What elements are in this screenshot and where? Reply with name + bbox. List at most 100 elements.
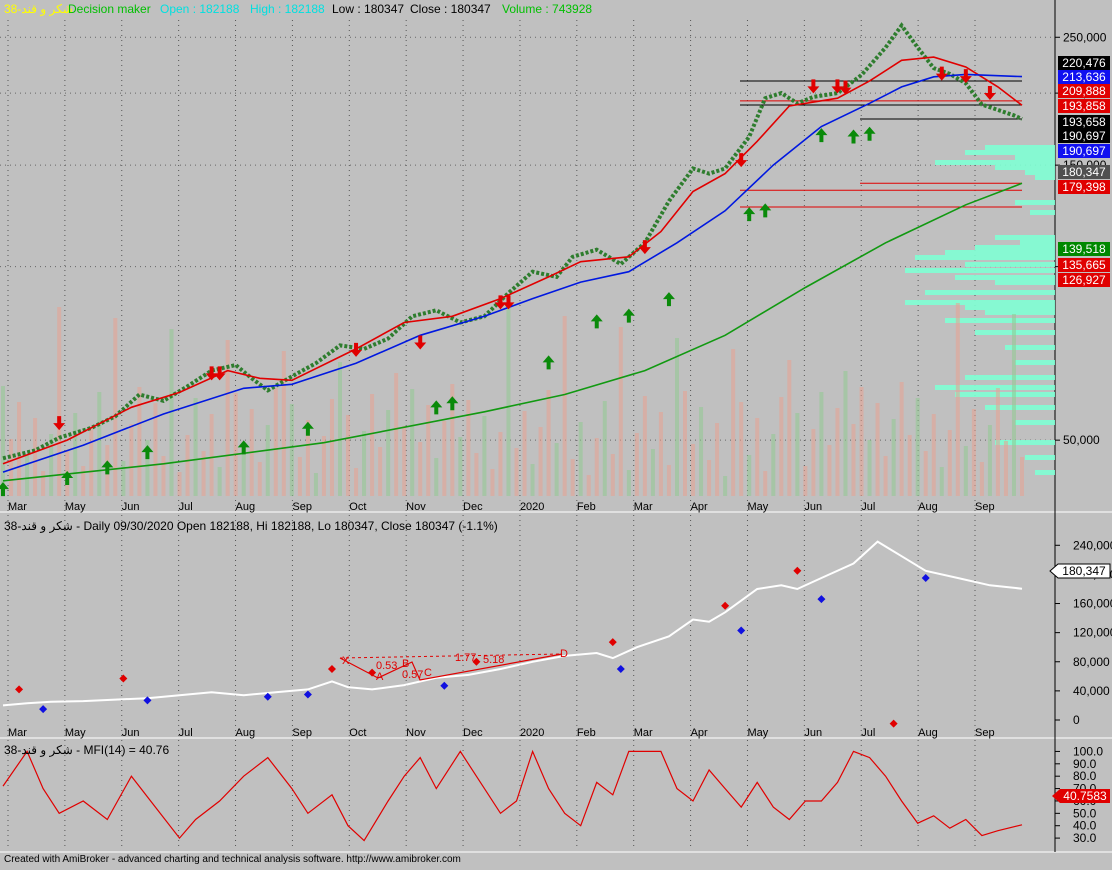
volume-bar [602, 401, 607, 496]
sell-signal-arrow [53, 416, 66, 431]
pivot-high-point [721, 601, 730, 610]
month-label: Mar [8, 727, 27, 739]
volume-bar [803, 466, 808, 496]
price-tag [1058, 56, 1110, 70]
volume-bar [177, 472, 182, 496]
volume-profile-bar [1015, 420, 1055, 425]
month-label: Mar [8, 501, 27, 513]
buy-signal-arrow [863, 126, 876, 141]
pivot-low-point [921, 574, 930, 583]
volume-bar [418, 442, 423, 496]
volume-profile-bar [1020, 240, 1055, 245]
series-line-ma-fast [2, 56, 1023, 465]
volume-profile-bar [985, 405, 1055, 410]
volume-profile-bar [905, 300, 1055, 305]
volume-profile-bar [995, 280, 1055, 285]
volume-bar [137, 387, 142, 496]
volume-bar [33, 418, 38, 496]
volume-bar [795, 413, 800, 496]
month-label: Apr [691, 727, 708, 739]
month-label: Feb [577, 501, 596, 513]
pivot-high-point [472, 657, 481, 666]
volume-bar [715, 423, 720, 496]
volume-bar [337, 362, 342, 496]
volume-bar [209, 414, 214, 496]
pivot-high-point [327, 665, 336, 674]
volume-profile-bar [925, 290, 1055, 295]
volume-profile-bar [935, 160, 1055, 165]
volume-bar [442, 421, 447, 496]
mfi-pane-title: شکر و قند-38 - MFI(14) = 40.76 [4, 743, 169, 757]
sell-signal-arrow [935, 66, 948, 81]
month-label: Jun [122, 501, 140, 513]
volume-profile-bar [965, 375, 1055, 380]
volume-bar [410, 389, 415, 496]
sell-signal-arrow [638, 240, 651, 255]
volume-profile-bar [1015, 155, 1055, 160]
volume-bar [354, 468, 359, 496]
volume-bar [859, 387, 864, 496]
volume-bar [971, 409, 976, 496]
volume-bar [554, 443, 559, 496]
volume-bar [771, 434, 776, 496]
sell-signal-arrow [494, 295, 507, 310]
volume-bar [522, 411, 527, 496]
close-label: Close : 180347 [410, 2, 491, 16]
pivot-low-point [303, 690, 312, 699]
volume-bar [707, 460, 712, 496]
y-tick-label: 250,000 [1063, 30, 1107, 44]
volume-bar [626, 470, 631, 496]
pivot-low-point [39, 705, 48, 714]
sell-signal-arrow [831, 79, 844, 94]
volume-bar [217, 467, 222, 496]
buy-signal-arrow [743, 207, 756, 222]
volume-bar [867, 440, 872, 496]
volume-bar [89, 429, 94, 496]
month-label: Aug [918, 501, 938, 513]
harmonic-label: X [342, 655, 350, 667]
volume-profile-bar [965, 262, 1055, 267]
volume-bar [41, 471, 46, 496]
price-tag-label: 190,697 [1062, 144, 1106, 158]
volume-bar [546, 390, 551, 496]
mfi-last-tag [1052, 789, 1110, 803]
price-tag [1058, 180, 1110, 194]
buy-signal-arrow [61, 471, 74, 486]
price-tag-label: 180,347 [1062, 165, 1106, 179]
volume-bar [1003, 441, 1008, 496]
month-label: Mar [634, 727, 653, 739]
mfi-line [2, 749, 1023, 842]
volume-profile-bar [955, 392, 1055, 397]
month-label: Mar [634, 501, 653, 513]
volume-bar [57, 307, 62, 496]
volume-bar [755, 418, 760, 496]
daily-close-line [2, 540, 1023, 707]
month-label: Oct [349, 727, 366, 739]
volume-bar [9, 439, 14, 496]
volume-profile-bar [1030, 210, 1055, 215]
volume-bar [121, 461, 126, 496]
month-label: Aug [236, 727, 256, 739]
month-label: Jun [804, 727, 822, 739]
price-tag-label: 213,636 [1062, 70, 1106, 84]
volume-bar [891, 419, 896, 496]
series-line-ma-slow [2, 182, 1023, 482]
y-tick-label: 120,000 [1073, 626, 1112, 640]
month-label: Sep [292, 501, 312, 513]
volume-bar [1011, 314, 1016, 496]
price-tag-label: 135,665 [1062, 258, 1106, 272]
pivot-low-point [616, 665, 625, 674]
volume-profile-bar [915, 255, 1055, 260]
buy-signal-arrow [590, 314, 603, 329]
harmonic-label: 0.57 [402, 669, 423, 681]
volume-bar [281, 351, 286, 496]
harmonic-label: A [376, 671, 384, 683]
volume-bar [1020, 457, 1024, 496]
volume-bar [321, 436, 326, 496]
volume-profile-bar [975, 245, 1055, 250]
volume-bar [241, 446, 246, 496]
volume-bar [843, 371, 848, 496]
daily-last-label: 180,347 [1062, 564, 1106, 578]
price-tag [1058, 258, 1110, 272]
volume-bar [683, 391, 688, 496]
